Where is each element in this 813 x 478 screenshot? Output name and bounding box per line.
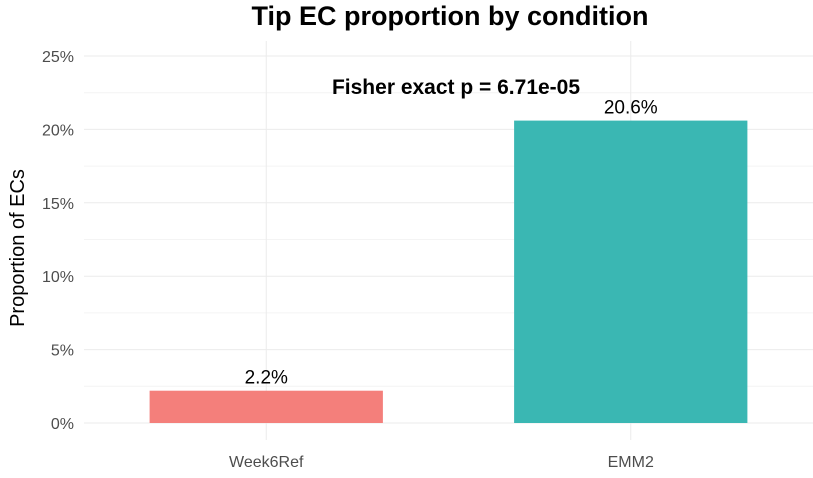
x-tick-label: EMM2 — [608, 454, 654, 471]
x-axis-ticks: Week6Ref EMM2 — [229, 454, 654, 471]
bars — [149, 120, 748, 423]
data-label: 20.6% — [604, 98, 658, 119]
bar-week6ref — [149, 390, 383, 423]
y-axis-label: Proportion of ECs — [7, 169, 29, 327]
data-labels: 2.2% 20.6% — [245, 98, 658, 389]
chart-title: Tip EC proportion by condition — [252, 1, 649, 31]
y-tick-label: 25% — [42, 49, 74, 66]
bar-emm2 — [514, 120, 748, 423]
y-tick-label: 0% — [51, 416, 74, 433]
y-tick-label: 15% — [42, 196, 74, 213]
y-tick-label: 5% — [51, 343, 74, 360]
y-axis-ticks: 0% 5% 10% 15% 20% 25% — [42, 49, 74, 433]
data-label: 2.2% — [245, 368, 288, 389]
x-tick-label: Week6Ref — [229, 454, 304, 471]
fisher-annotation: Fisher exact p = 6.71e-05 — [332, 76, 580, 99]
y-tick-label: 20% — [42, 122, 74, 139]
y-tick-label: 10% — [42, 269, 74, 286]
